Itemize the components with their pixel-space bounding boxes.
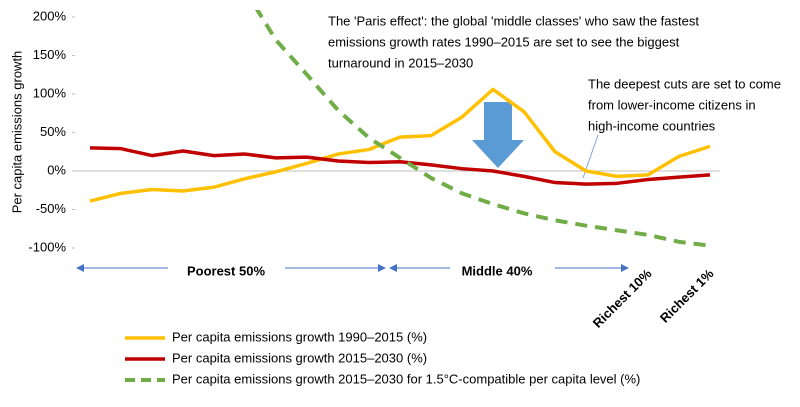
y-tick-label: 150% <box>33 47 67 62</box>
annotation-line: high-income countries <box>588 118 716 133</box>
series-line <box>89 146 711 186</box>
annotation-line: from lower-income citizens in <box>588 97 756 112</box>
series-line <box>89 87 711 203</box>
annotation-line: The 'Paris effect': the global 'middle c… <box>328 13 699 28</box>
y-tick-label: 200% <box>33 8 67 23</box>
x-tick-label: Richest 10% <box>590 266 655 331</box>
group-label: Middle 40% <box>462 263 533 278</box>
turnaround-arrow <box>472 102 524 168</box>
plot-area <box>89 10 711 248</box>
y-tick-label: 100% <box>33 85 67 100</box>
group-label: Poorest 50% <box>187 263 265 278</box>
y-axis-label: Per capita emissions growth <box>9 51 24 214</box>
annotation-line: turnaround in 2015–2030 <box>328 55 473 70</box>
legend-label: Per capita emissions growth 2015–2030 (%… <box>172 350 427 365</box>
legend-label: Per capita emissions growth 2015–2030 fo… <box>172 371 640 386</box>
series-line <box>255 10 711 248</box>
y-tick-label: -50% <box>36 201 67 216</box>
y-tick-label: 0% <box>47 162 66 177</box>
y-tick-label: 50% <box>40 124 66 139</box>
annotation-line: emissions growth rates 1990–2015 are set… <box>328 34 680 49</box>
x-tick-label: Richest 1% <box>657 266 717 326</box>
annotation-line: The deepest cuts are set to come <box>588 76 781 91</box>
legend-label: Per capita emissions growth 1990–2015 (%… <box>172 329 427 344</box>
y-tick-label: -100% <box>28 239 66 254</box>
